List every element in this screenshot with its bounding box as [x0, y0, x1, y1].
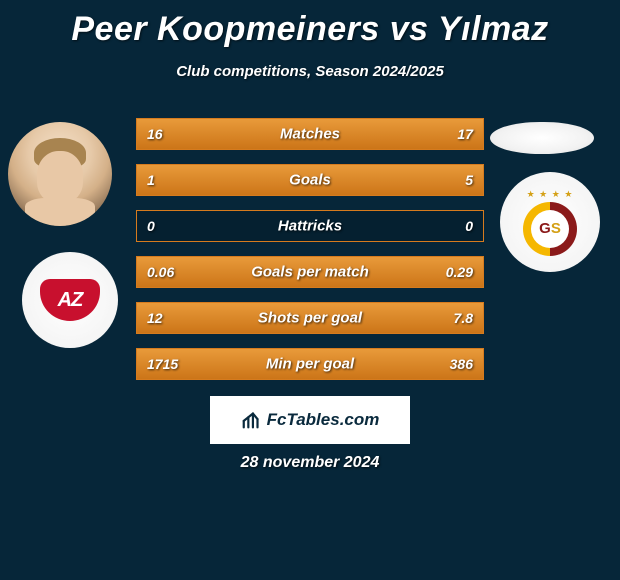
stat-value-left: 0.06 — [147, 264, 174, 280]
stat-row: 1 Goals 5 — [136, 164, 484, 196]
date-text: 28 november 2024 — [241, 454, 380, 472]
stat-label: Goals — [289, 172, 331, 189]
stat-row: 16 Matches 17 — [136, 118, 484, 150]
stat-label: Hattricks — [278, 218, 342, 235]
stat-value-right: 0.29 — [446, 264, 473, 280]
branding-text: FcTables.com — [267, 410, 380, 430]
stat-label: Matches — [280, 126, 340, 143]
club-right-stars-icon: ★ ★ ★ ★ — [527, 189, 574, 200]
stat-row: 0 Hattricks 0 — [136, 210, 484, 242]
page-title: Peer Koopmeiners vs Yılmaz — [0, 0, 620, 49]
stat-value-right: 0 — [465, 218, 473, 234]
stat-value-left: 1 — [147, 172, 155, 188]
stat-value-right: 7.8 — [454, 310, 473, 326]
stat-value-right: 17 — [457, 126, 473, 142]
player-left-club-badge: AZ — [22, 252, 118, 348]
chart-icon — [241, 409, 263, 431]
comparison-chart: 16 Matches 17 1 Goals 5 0 Hattricks 0 0.… — [136, 118, 484, 394]
stat-row: 12 Shots per goal 7.8 — [136, 302, 484, 334]
player-right-club-badge: ★ ★ ★ ★ GS — [500, 172, 600, 272]
stat-bar-left — [137, 165, 196, 195]
stat-value-left: 16 — [147, 126, 163, 142]
stat-label: Min per goal — [266, 356, 354, 373]
player-right-photo-placeholder — [490, 122, 594, 154]
stat-label: Goals per match — [251, 264, 369, 281]
stat-label: Shots per goal — [258, 310, 362, 327]
stat-value-left: 0 — [147, 218, 155, 234]
stat-row: 0.06 Goals per match 0.29 — [136, 256, 484, 288]
stat-bar-right — [196, 165, 483, 195]
stat-value-left: 1715 — [147, 356, 178, 372]
stat-row: 1715 Min per goal 386 — [136, 348, 484, 380]
stat-value-right: 386 — [450, 356, 473, 372]
stat-value-left: 12 — [147, 310, 163, 326]
club-left-short: AZ — [58, 289, 83, 312]
stat-value-right: 5 — [465, 172, 473, 188]
subtitle: Club competitions, Season 2024/2025 — [0, 63, 620, 80]
branding-link[interactable]: FcTables.com — [210, 396, 410, 444]
player-left-photo — [8, 122, 112, 226]
